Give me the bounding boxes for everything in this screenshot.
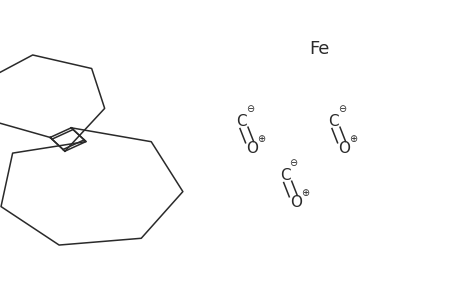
Text: C: C xyxy=(279,168,290,183)
Text: ⊕: ⊕ xyxy=(300,188,308,199)
Text: C: C xyxy=(327,114,338,129)
Text: Fe: Fe xyxy=(309,40,329,58)
Text: O: O xyxy=(246,141,257,156)
Text: O: O xyxy=(289,195,301,210)
Text: ⊖: ⊖ xyxy=(289,158,297,169)
Text: C: C xyxy=(235,114,246,129)
Text: ⊕: ⊕ xyxy=(257,134,265,145)
Text: ⊖: ⊖ xyxy=(245,104,253,115)
Text: ⊖: ⊖ xyxy=(337,104,345,115)
Text: ⊕: ⊕ xyxy=(348,134,357,145)
Text: O: O xyxy=(337,141,349,156)
